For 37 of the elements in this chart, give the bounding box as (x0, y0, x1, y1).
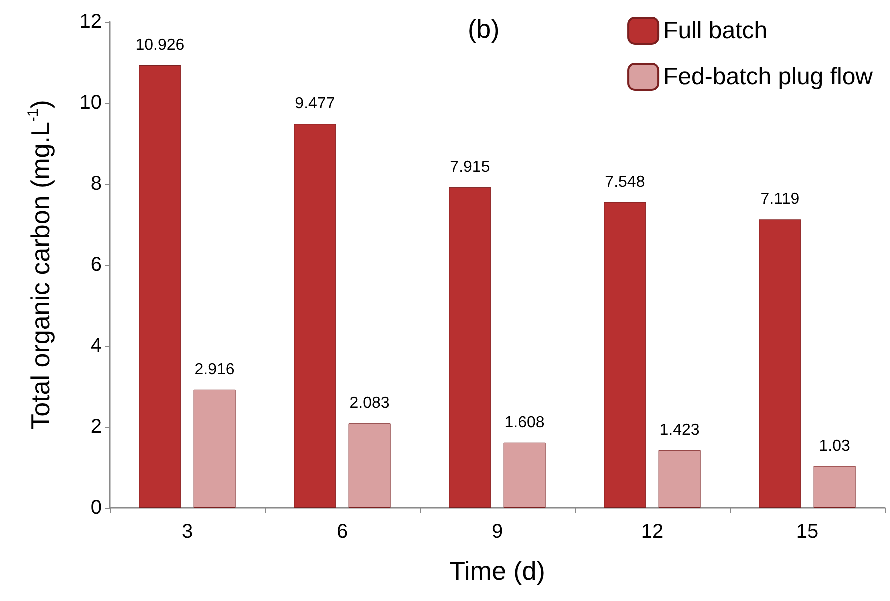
bar (504, 442, 546, 508)
x-tick-label: 6 (336, 521, 348, 543)
y-tick-label: 4 (90, 335, 102, 357)
bar (604, 202, 646, 508)
bar (348, 424, 391, 508)
bar (814, 466, 856, 508)
data-label: 1.423 (660, 422, 700, 439)
bar (139, 65, 182, 508)
bar (194, 390, 236, 508)
legend-label: Fed-batch plug flow (664, 64, 874, 90)
bar (658, 450, 701, 508)
data-label: 2.916 (194, 361, 235, 378)
data-label: 10.926 (136, 36, 185, 54)
legend-label: Full batch (664, 18, 768, 44)
x-tick-label: 3 (182, 521, 194, 543)
bar (759, 220, 802, 508)
x-tick-label: 15 (796, 521, 819, 543)
data-label: 1.03 (819, 438, 850, 455)
x-axis-title: Time (d) (450, 556, 546, 586)
data-label: 2.083 (350, 395, 390, 412)
y-tick-label: 6 (90, 254, 102, 276)
data-label: 7.119 (760, 191, 800, 208)
y-tick-label: 10 (80, 92, 102, 114)
y-axis-title: Total organic carbon (mg.L-1) (25, 100, 56, 430)
y-tick-label: 2 (90, 416, 102, 438)
annotation: (b) (468, 14, 500, 44)
x-tick-label: 9 (492, 521, 504, 543)
data-label: 9.477 (295, 96, 336, 113)
bar (294, 124, 336, 508)
y-tick-label: 0 (90, 497, 102, 519)
data-label: 1.608 (504, 414, 545, 432)
data-label: 7.915 (450, 158, 490, 176)
data-label: 7.548 (605, 174, 646, 191)
y-tick-label: 12 (80, 11, 102, 33)
y-tick-label: 8 (90, 173, 102, 195)
bar (449, 187, 492, 508)
x-tick-label: 12 (641, 521, 664, 543)
